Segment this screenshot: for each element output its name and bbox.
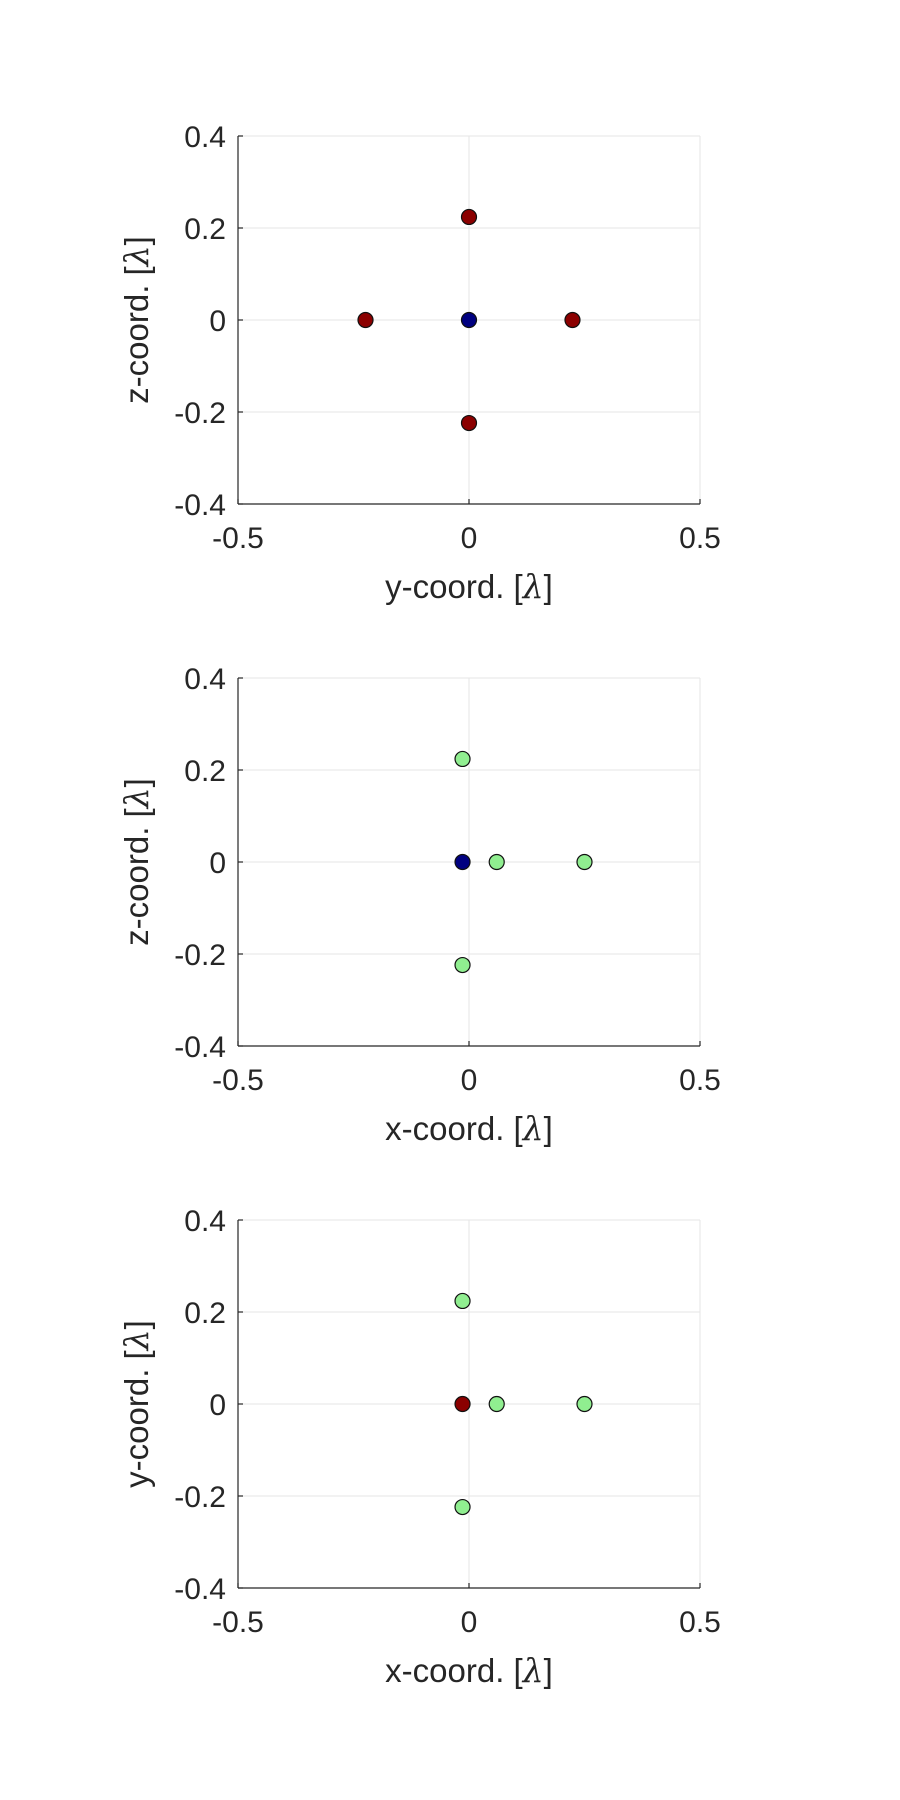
y-tick-label: 0 [209, 847, 226, 880]
data-point-series-1 [454, 956, 471, 974]
y-tick-label: 0.4 [184, 121, 226, 154]
data-point-series-1 [454, 1292, 471, 1310]
y-tick-label: 0 [209, 305, 226, 338]
y-tick-label: -0.2 [174, 397, 226, 430]
x-tick-label: -0.5 [212, 1064, 264, 1097]
x-tick-label: 0 [461, 522, 478, 555]
data-point-series-1 [576, 1395, 593, 1413]
data-point-series-1 [576, 853, 593, 871]
data-point-series-1 [460, 208, 478, 226]
x-tick-label: 0 [461, 1606, 478, 1639]
scatter-panel-1: -0.5 0 0.5 -0.4 -0.2 0 0.2 0.4 y-coord. [λ] z-coo… [117, 121, 721, 606]
y-tick-label: 0.2 [184, 755, 226, 788]
y-tick-label: 0 [209, 1389, 226, 1422]
data-point-series-1 [460, 414, 478, 432]
x-axis-label: x-coord. [λ] [385, 1109, 553, 1148]
x-axis-label: x-coord. [λ] [385, 1651, 553, 1690]
x-tick-label: 0.5 [679, 522, 721, 555]
data-point-series-2 [454, 853, 471, 871]
data-point-series-1 [488, 853, 505, 871]
data-point-series-1 [454, 750, 471, 768]
y-axis-label: z-coord. [λ] [117, 236, 156, 404]
y-tick-label: -0.2 [174, 939, 226, 972]
scatter-panel-2: -0.5 0 0.5 -0.4 -0.2 0 0.2 0.4 x-coord. [λ] z-coo… [117, 663, 721, 1148]
y-tick-label: 0.2 [184, 213, 226, 246]
x-tick-label: 0.5 [679, 1064, 721, 1097]
y-tick-label: -0.4 [174, 1031, 226, 1064]
y-tick-label: 0.4 [184, 1205, 226, 1238]
data-point-series-1 [564, 311, 581, 329]
y-axis-label: y-coord. [λ] [117, 1320, 156, 1488]
x-tick-label: 0.5 [679, 1606, 721, 1639]
data-point-series-2 [460, 311, 478, 329]
y-tick-label: 0.2 [184, 1297, 226, 1330]
y-tick-label: -0.4 [174, 1573, 226, 1606]
y-axis-label: z-coord. [λ] [117, 778, 156, 946]
x-axis-label: y-coord. [λ] [385, 567, 553, 606]
data-point-series-2 [454, 1395, 471, 1413]
x-tick-label: 0 [461, 1064, 478, 1097]
data-point-series-1 [357, 311, 374, 329]
data-point-series-1 [454, 1498, 471, 1516]
x-tick-label: -0.5 [212, 522, 264, 555]
y-tick-label: -0.2 [174, 1481, 226, 1514]
y-tick-label: 0.4 [184, 663, 226, 696]
scatter-panel-3: -0.5 0 0.5 -0.4 -0.2 0 0.2 0.4 x-coord. [λ] y-coo… [117, 1205, 721, 1690]
x-tick-label: -0.5 [212, 1606, 264, 1639]
data-point-series-1 [488, 1395, 505, 1413]
y-tick-label: -0.4 [174, 489, 226, 522]
